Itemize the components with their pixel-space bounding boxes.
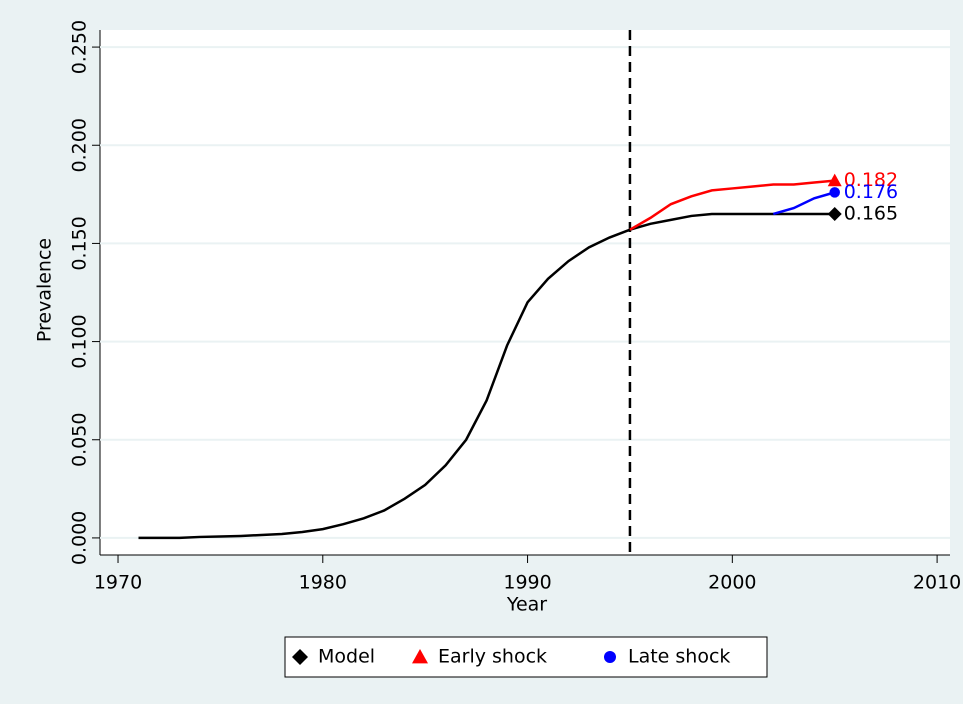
x-tick-label: 1990 xyxy=(503,572,551,594)
legend-marker xyxy=(412,649,428,664)
plot-area xyxy=(100,30,950,555)
data-label: 0.182 xyxy=(844,169,898,191)
x-tick-label: 1970 xyxy=(94,572,142,594)
legend-marker xyxy=(292,649,308,665)
legend-label: Early shock xyxy=(438,646,547,668)
legend-label: Late shock xyxy=(628,646,730,668)
series-line xyxy=(772,191,836,216)
legend-marker xyxy=(604,651,616,663)
y-tick-label: 0.050 xyxy=(69,413,91,467)
marker xyxy=(827,173,842,187)
series-line xyxy=(138,212,835,540)
x-tick-label: 2010 xyxy=(913,572,961,594)
legend-label: Model xyxy=(318,646,375,668)
legend-box xyxy=(284,636,768,678)
y-tick-label: 0.200 xyxy=(69,118,91,172)
marker xyxy=(827,206,842,221)
series-line xyxy=(629,179,835,231)
y-tick-label: 0.000 xyxy=(69,511,91,565)
x-tick-label: 1980 xyxy=(299,572,347,594)
x-tick-label: 2000 xyxy=(708,572,756,594)
y-tick-label: 0.150 xyxy=(69,216,91,270)
y-tick-label: 0.100 xyxy=(69,314,91,368)
data-label: 0.165 xyxy=(844,202,898,224)
marker xyxy=(829,187,840,198)
data-label: 0.176 xyxy=(844,181,898,203)
x-axis-title: Year xyxy=(506,594,547,616)
y-axis-title: Prevalence xyxy=(34,238,56,342)
y-tick-label: 0.250 xyxy=(69,20,91,74)
